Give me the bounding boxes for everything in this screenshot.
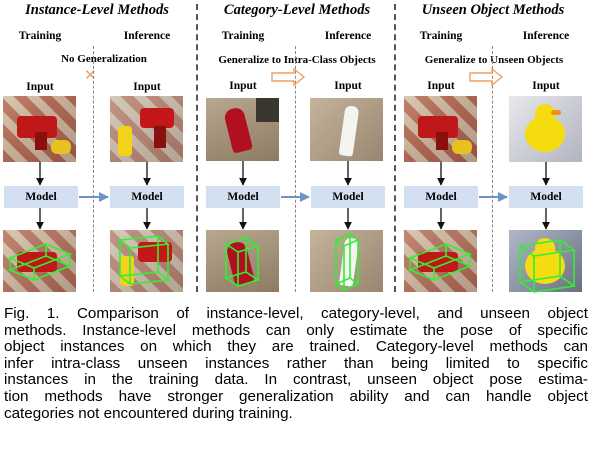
unseen-training-input-label: Input [427,80,455,92]
section-separator [394,4,396,292]
category-inference-label: Inference [324,30,372,42]
intra-class-note: Generalize to Intra-Class Objects [218,54,376,66]
instance-inference-input-image [110,96,183,162]
caption-line: methods. Instance-level methods can only… [4,321,588,339]
unseen-inference-input-label: Input [532,80,560,92]
instance-training-input-label: Input [26,81,54,93]
phase-separator [492,46,493,292]
category-inference-input-label: Input [334,80,362,92]
generalization-arrows [271,67,504,87]
unseen-inference-input-image [509,96,582,162]
figure-caption: Fig. 1. Comparison of instance-level, ca… [4,305,588,422]
category-training-label: Training [221,30,265,42]
arrow [271,67,306,87]
bounding-box [7,243,73,281]
caption-line: tion methods have stronger generalizatio… [4,387,588,405]
phase-separator [295,46,296,292]
no-generalization-note: No Generalization [61,53,147,65]
diagram-overlay [7,67,577,293]
category-level-title: Category-Level Methods [223,2,371,18]
instance-inference-label: Inference [123,30,171,42]
instance-inference-input-label: Input [133,81,161,93]
unseen-inference-label: Inference [522,30,570,42]
unseen-training-label: Training [419,30,463,42]
caption-line: Fig. 1. Comparison of instance-level, ca… [4,305,588,322]
unseen-training-input-image [404,96,477,162]
bounding-box [117,235,171,285]
unseen-objects-note: Generalize to Unseen Objects [424,54,564,66]
instance-training-output-image [3,230,76,292]
unseen-training-model-box: Model [404,186,478,208]
category-training-input-image [206,98,279,161]
instance-training-input-image [3,96,76,162]
category-training-input-label: Input [229,80,257,92]
unseen-object-title: Unseen Object Methods [421,2,565,18]
caption-line: instances in the training data. In contr… [4,371,588,389]
category-training-output-image [206,230,279,292]
bounding-box [407,243,473,281]
section-separator [196,4,198,292]
bounding-box [334,233,360,291]
instance-training-label: Training [18,30,62,42]
figure: Instance-Level Methods Category-Level Me… [3,2,583,293]
caption-line: categories not encountered during traini… [4,404,293,422]
bounding-box [517,239,577,293]
instance-inference-model-box: Model [110,186,184,208]
instance-level-title: Instance-Level Methods [25,2,169,18]
arrow [469,67,504,87]
category-training-model-box: Model [206,186,280,208]
input-to-model-arrows [36,161,550,186]
pose-bounding-boxes [7,233,577,293]
phase-separator [93,46,94,292]
caption-line: object instances on which they are train… [4,338,588,356]
instance-training-model-box: Model [4,186,78,208]
category-inference-input-image [310,98,383,161]
caption-line: infer intra-class unseen instances rathe… [4,354,588,372]
bounding-box [224,237,260,287]
category-inference-model-box: Model [311,186,385,208]
category-inference-output-image [310,230,383,292]
model-to-output-arrows [36,208,550,230]
unseen-inference-model-box: Model [509,186,583,208]
